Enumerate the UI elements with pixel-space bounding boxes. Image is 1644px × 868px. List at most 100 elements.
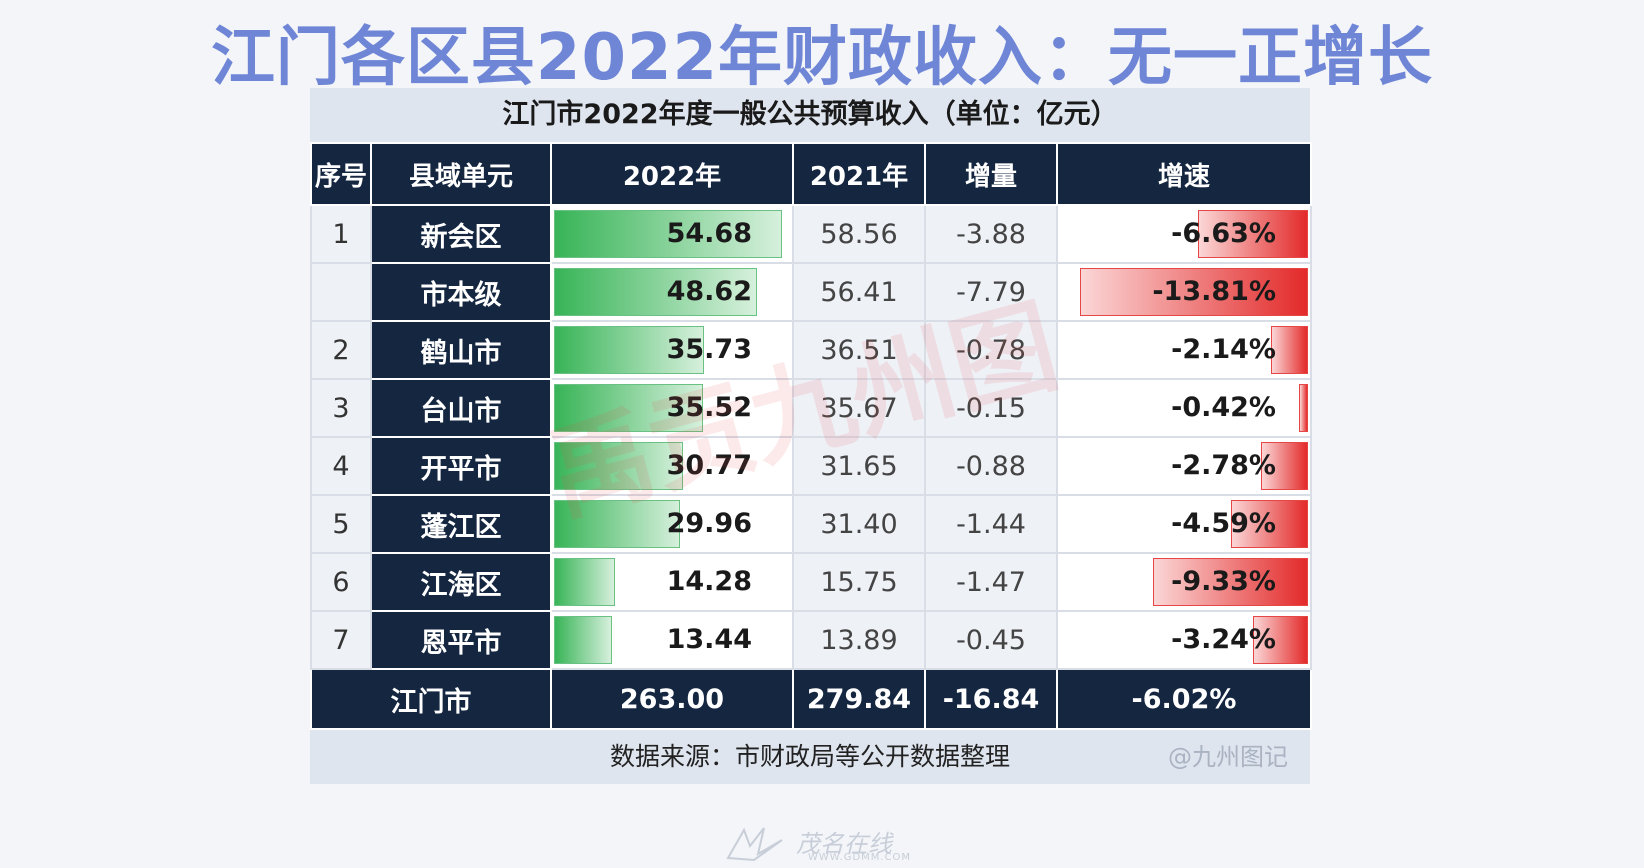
revenue-bar xyxy=(554,268,757,316)
row-seq: 7 xyxy=(310,610,372,670)
row-seq xyxy=(310,262,372,322)
page-headline: 江门各区县2022年财政收入：无一正增长 xyxy=(210,21,1434,95)
row-growth-cell: -4.59% xyxy=(1056,494,1312,554)
row-name: 恩平市 xyxy=(370,610,552,670)
growth-bar xyxy=(1270,326,1308,374)
table-title: 江门市2022年度一般公共预算收入（单位：亿元） xyxy=(310,88,1310,142)
growth-bar xyxy=(1252,616,1308,664)
row-seq: 3 xyxy=(310,378,372,438)
row-2022-cell: 54.68 xyxy=(550,204,794,264)
row-name: 台山市 xyxy=(370,378,552,438)
row-growth-value: -0.42% xyxy=(1171,392,1276,423)
row-growth-value: -6.63% xyxy=(1171,218,1276,249)
row-name: 新会区 xyxy=(370,204,552,264)
row-seq: 4 xyxy=(310,436,372,496)
table-row: 1 新会区 54.68 58.56 -3.88 -6.63% xyxy=(310,204,1312,264)
row-growth-value: -9.33% xyxy=(1171,566,1276,597)
row-increment: -0.78 xyxy=(924,320,1058,380)
logo-star-icon xyxy=(726,827,783,862)
header-increment: 增量 xyxy=(924,142,1058,206)
row-increment: -1.44 xyxy=(924,494,1058,554)
table-row: 5 蓬江区 29.96 31.40 -1.44 -4.59% xyxy=(310,494,1312,554)
revenue-table-card: 江门市2022年度一般公共预算收入（单位：亿元） 序号 县域单元 2022年 2… xyxy=(310,88,1312,784)
total-row: 江门市 263.00 279.84 -16.84 -6.02% xyxy=(310,668,1312,730)
row-2021: 35.67 xyxy=(792,378,926,438)
revenue-bar xyxy=(554,384,703,432)
row-increment: -0.15 xyxy=(924,378,1058,438)
header-growth: 增速 xyxy=(1056,142,1312,206)
growth-bar xyxy=(1299,384,1308,432)
table-row: 3 台山市 35.52 35.67 -0.15 -0.42% xyxy=(310,378,1312,438)
row-2022-cell: 30.77 xyxy=(550,436,794,496)
row-2021: 31.40 xyxy=(792,494,926,554)
data-source-note: 数据来源：市财政局等公开数据整理 @九州图记 xyxy=(310,730,1310,784)
table-row: 2 鹤山市 35.73 36.51 -0.78 -2.14% xyxy=(310,320,1312,380)
row-2021: 13.89 xyxy=(792,610,926,670)
row-growth-value: -2.78% xyxy=(1171,450,1276,481)
row-seq: 6 xyxy=(310,552,372,612)
row-seq: 5 xyxy=(310,494,372,554)
row-2022-cell: 35.73 xyxy=(550,320,794,380)
header-name: 县域单元 xyxy=(370,142,552,206)
row-2021: 36.51 xyxy=(792,320,926,380)
revenue-bar xyxy=(554,558,616,606)
author-credit: @九州图记 xyxy=(1168,743,1288,771)
revenue-table: 序号 县域单元 2022年 2021年 增量 增速 1 新会区 54.68 58.56… xyxy=(310,142,1312,730)
row-2022-cell: 35.52 xyxy=(550,378,794,438)
row-name: 开平市 xyxy=(370,436,552,496)
row-growth-value: -4.59% xyxy=(1171,508,1276,539)
table-header-row: 序号 县域单元 2022年 2021年 增量 增速 xyxy=(310,142,1312,206)
row-increment: -7.79 xyxy=(924,262,1058,322)
table-row: 6 江海区 14.28 15.75 -1.47 -9.33% xyxy=(310,552,1312,612)
row-name: 鹤山市 xyxy=(370,320,552,380)
row-2021: 31.65 xyxy=(792,436,926,496)
row-increment: -1.47 xyxy=(924,552,1058,612)
total-name: 江门市 xyxy=(310,668,552,730)
row-2021: 58.56 xyxy=(792,204,926,264)
revenue-bar xyxy=(554,326,704,374)
row-2022-value: 35.52 xyxy=(666,392,752,423)
table-row: 7 恩平市 13.44 13.89 -0.45 -3.24% xyxy=(310,610,1312,670)
row-growth-cell: -2.78% xyxy=(1056,436,1312,496)
row-growth-cell: -9.33% xyxy=(1056,552,1312,612)
logo-url: WWW.GDMM.COM xyxy=(808,852,912,863)
row-2022-cell: 14.28 xyxy=(550,552,794,612)
row-2022-value: 54.68 xyxy=(666,218,752,249)
row-2022-value: 30.77 xyxy=(666,450,752,481)
total-increment: -16.84 xyxy=(924,668,1058,730)
growth-bar xyxy=(1197,210,1308,258)
data-source-text: 数据来源：市财政局等公开数据整理 xyxy=(609,742,1010,771)
row-2022-value: 48.62 xyxy=(666,276,752,307)
growth-bar xyxy=(1153,558,1308,606)
row-name: 江海区 xyxy=(370,552,552,612)
row-seq: 2 xyxy=(310,320,372,380)
row-growth-cell: -3.24% xyxy=(1056,610,1312,670)
header-2022: 2022年 xyxy=(550,142,794,206)
growth-bar xyxy=(1080,268,1308,316)
row-name: 市本级 xyxy=(370,262,552,322)
logo-name: 茂名在线 xyxy=(796,830,892,858)
row-2022-value: 35.73 xyxy=(666,334,752,365)
total-growth: -6.02% xyxy=(1056,668,1312,730)
row-growth-value: -2.14% xyxy=(1171,334,1276,365)
footer-logo: 茂名在线 WWW.GDMM.COM xyxy=(724,824,924,864)
row-2022-value: 29.96 xyxy=(666,508,752,539)
row-growth-cell: -13.81% xyxy=(1056,262,1312,322)
row-seq: 1 xyxy=(310,204,372,264)
header-2021: 2021年 xyxy=(792,142,926,206)
row-growth-cell: -6.63% xyxy=(1056,204,1312,264)
table-row: 市本级 48.62 56.41 -7.79 -13.81% xyxy=(310,262,1312,322)
total-2021: 279.84 xyxy=(792,668,926,730)
row-increment: -0.88 xyxy=(924,436,1058,496)
revenue-bar xyxy=(554,500,680,548)
revenue-bar xyxy=(554,442,684,490)
row-2021: 56.41 xyxy=(792,262,926,322)
revenue-bar xyxy=(554,616,612,664)
row-2022-cell: 29.96 xyxy=(550,494,794,554)
header-seq: 序号 xyxy=(310,142,372,206)
row-growth-value: -3.24% xyxy=(1171,624,1276,655)
row-growth-cell: -0.42% xyxy=(1056,378,1312,438)
row-growth-cell: -2.14% xyxy=(1056,320,1312,380)
row-increment: -0.45 xyxy=(924,610,1058,670)
growth-bar xyxy=(1230,500,1308,548)
